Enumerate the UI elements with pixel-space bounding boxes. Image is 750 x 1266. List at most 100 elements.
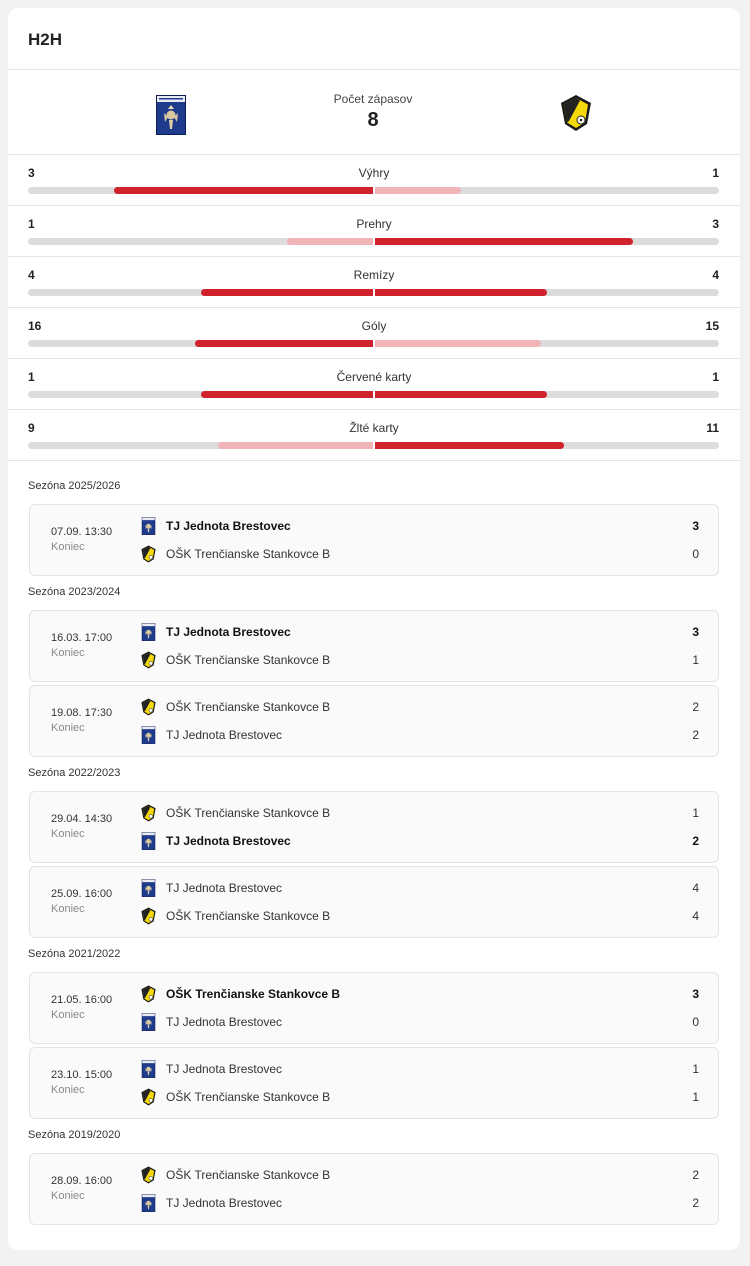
match-status: Koniec	[51, 722, 85, 734]
divider	[8, 256, 740, 257]
divider	[8, 409, 740, 410]
team-score: 1	[692, 653, 699, 667]
team-name: TJ Jednota Brestovec	[166, 834, 291, 848]
season-label: Sezóna 2025/2026	[28, 480, 121, 492]
match-datetime: 28.09. 16:00	[51, 1175, 113, 1187]
stat-bar-right-fill	[375, 442, 565, 449]
stat-bar-left-fill	[217, 442, 373, 449]
brestovec-crest-icon	[140, 832, 157, 850]
team-score: 2	[692, 834, 699, 848]
stat-bar-left-fill	[200, 391, 373, 398]
team-row[interactable]: TJ Jednota Brestovec 1	[140, 1059, 710, 1079]
stat-row: 16 Góly 15	[8, 309, 740, 360]
match-datetime: 07.09. 13:30	[51, 526, 113, 538]
team-row[interactable]: TJ Jednota Brestovec 2	[140, 831, 710, 851]
match-status: Koniec	[51, 828, 85, 840]
divider	[8, 154, 740, 155]
brestovec-crest-icon	[140, 726, 157, 744]
match-card[interactable]: 07.09. 13:30 Koniec TJ Jednota Brestovec 3 O…	[29, 504, 719, 576]
team-score: 2	[692, 700, 699, 714]
match-count-label: Počet zápasov	[333, 92, 413, 106]
match-card[interactable]: 28.09. 16:00 Koniec OŠK Trenčianske Stanko…	[29, 1153, 719, 1225]
team-name: OŠK Trenčianske Stankovce B	[166, 653, 331, 667]
home-team-crest-icon[interactable]	[156, 95, 186, 135]
team-name: OŠK Trenčianske Stankovce B	[166, 806, 331, 820]
stat-right-value: 4	[712, 268, 719, 282]
team-name: OŠK Trenčianske Stankovce B	[166, 547, 331, 561]
match-datetime: 19.08. 17:30	[51, 707, 113, 719]
stat-right-value: 1	[712, 166, 719, 180]
brestovec-crest-icon	[140, 517, 157, 535]
stat-left-value: 1	[28, 370, 35, 384]
stat-bar-left-track	[28, 187, 373, 194]
team-row[interactable]: OŠK Trenčianske Stankovce B 0	[140, 544, 710, 564]
team-row[interactable]: TJ Jednota Brestovec 3	[140, 622, 710, 642]
match-datetime: 25.09. 16:00	[51, 888, 113, 900]
osk-crest-icon	[140, 985, 157, 1003]
stat-bar-right-track	[375, 238, 719, 245]
stat-bar-left-fill	[200, 289, 373, 296]
stat-bar-right-track	[375, 391, 719, 398]
stat-label: Remízy	[353, 268, 395, 282]
match-status: Koniec	[51, 903, 85, 915]
match-status: Koniec	[51, 647, 85, 659]
team-name: OŠK Trenčianske Stankovce B	[166, 909, 331, 923]
team-row[interactable]: OŠK Trenčianske Stankovce B 1	[140, 803, 710, 823]
team-score: 1	[692, 1090, 699, 1104]
team-score: 3	[692, 519, 699, 533]
match-card[interactable]: 25.09. 16:00 Koniec TJ Jednota Brestovec 4 O…	[29, 866, 719, 938]
stat-bar-left-track	[28, 442, 373, 449]
stat-bar-right-fill	[375, 187, 461, 194]
team-score: 2	[692, 728, 699, 742]
osk-crest-icon	[140, 804, 157, 822]
match-card[interactable]: 19.08. 17:30 Koniec OŠK Trenčianske Stanko…	[29, 685, 719, 757]
team-row[interactable]: OŠK Trenčianske Stankovce B 2	[140, 1165, 710, 1185]
team-row[interactable]: OŠK Trenčianske Stankovce B 1	[140, 1087, 710, 1107]
h2h-card: H2H Počet zápasov 8 3 Výhry 1 1 Prehry 3 4 Remí…	[8, 8, 740, 1250]
stat-row: 4 Remízy 4	[8, 258, 740, 309]
away-team-crest-icon[interactable]	[560, 94, 592, 132]
stat-left-value: 9	[28, 421, 35, 435]
match-card[interactable]: 21.05. 16:00 Koniec OŠK Trenčianske Stanko…	[29, 972, 719, 1044]
stat-bar-left-track	[28, 340, 373, 347]
stat-bar-right-fill	[375, 289, 547, 296]
stat-bar-right-fill	[375, 238, 633, 245]
team-row[interactable]: OŠK Trenčianske Stankovce B 3	[140, 984, 710, 1004]
team-row[interactable]: OŠK Trenčianske Stankovce B 1	[140, 650, 710, 670]
stat-row: 1 Prehry 3	[8, 207, 740, 258]
match-card[interactable]: 16.03. 17:00 Koniec TJ Jednota Brestovec 3 O…	[29, 610, 719, 682]
divider	[8, 460, 740, 461]
team-name: TJ Jednota Brestovec	[166, 728, 283, 742]
team-row[interactable]: TJ Jednota Brestovec 3	[140, 516, 710, 536]
stat-right-value: 11	[706, 421, 719, 435]
team-row[interactable]: OŠK Trenčianske Stankovce B 2	[140, 697, 710, 717]
team-score: 1	[692, 806, 699, 820]
match-card[interactable]: 23.10. 15:00 Koniec TJ Jednota Brestovec 1 O…	[29, 1047, 719, 1119]
team-name: TJ Jednota Brestovec	[166, 881, 283, 895]
stat-bar-right-track	[375, 187, 719, 194]
stat-bar-right-track	[375, 340, 719, 347]
team-row[interactable]: OŠK Trenčianske Stankovce B 4	[140, 906, 710, 926]
team-name: OŠK Trenčianske Stankovce B	[166, 1168, 331, 1182]
match-status: Koniec	[51, 1190, 85, 1202]
team-name: TJ Jednota Brestovec	[166, 1015, 283, 1029]
osk-crest-icon	[140, 907, 157, 925]
page-title: H2H	[28, 30, 63, 49]
team-row[interactable]: TJ Jednota Brestovec 4	[140, 878, 710, 898]
brestovec-crest-icon	[140, 879, 157, 897]
team-row[interactable]: TJ Jednota Brestovec 0	[140, 1012, 710, 1032]
stat-label: Žlté karty	[349, 421, 399, 435]
stat-right-value: 3	[712, 217, 719, 231]
divider	[8, 307, 740, 308]
team-row[interactable]: TJ Jednota Brestovec 2	[140, 1193, 710, 1213]
stat-row: 3 Výhry 1	[8, 156, 740, 207]
team-score: 4	[692, 909, 699, 923]
team-row[interactable]: TJ Jednota Brestovec 2	[140, 725, 710, 745]
osk-crest-icon	[140, 651, 157, 669]
stat-right-value: 1	[712, 370, 719, 384]
divider	[8, 358, 740, 359]
team-name: TJ Jednota Brestovec	[166, 1062, 283, 1076]
team-score: 2	[692, 1168, 699, 1182]
match-card[interactable]: 29.04. 14:30 Koniec OŠK Trenčianske Stanko…	[29, 791, 719, 863]
brestovec-crest-icon	[140, 1060, 157, 1078]
